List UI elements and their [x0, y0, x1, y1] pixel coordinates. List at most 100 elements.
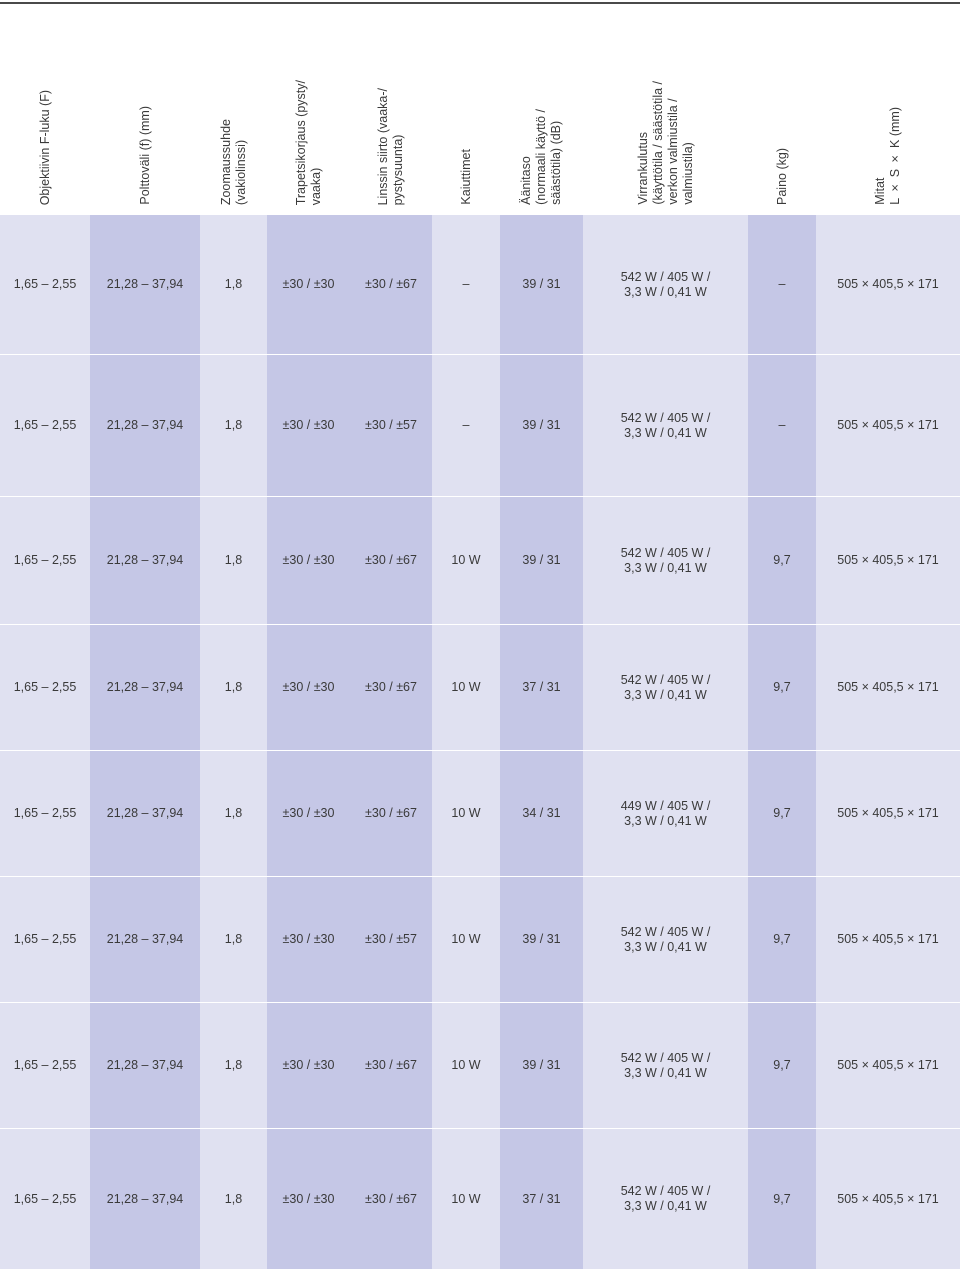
cell-power-consumption: 542 W / 405 W / 3,3 W / 0,41 W — [583, 354, 748, 497]
cell-weight: – — [748, 354, 816, 497]
cell-speakers: 10 W — [432, 1128, 500, 1269]
cell-speakers: – — [432, 214, 500, 355]
cell-keystone: ±30 / ±30 — [267, 496, 350, 625]
cell-dimensions: 505 × 405,5 × 171 — [816, 1002, 960, 1129]
cell-power-consumption: 542 W / 405 W / 3,3 W / 0,41 W — [583, 876, 748, 1003]
cell-speakers: 10 W — [432, 496, 500, 625]
cell-lens-shift: ±30 / ±67 — [350, 1002, 432, 1129]
cell-lens-shift: ±30 / ±67 — [350, 1128, 432, 1269]
col-header-zoom-ratio: Zoomaussuhde (vakiolinssi) — [218, 118, 248, 205]
cell-zoom-ratio: 1,8 — [200, 496, 267, 625]
table-row: 1,65 – 2,55 21,28 – 37,94 1,8 ±30 / ±30 ±30 … — [0, 1128, 960, 1269]
cell-dimensions: 505 × 405,5 × 171 — [816, 214, 960, 355]
cell-f-number: 1,65 – 2,55 — [0, 876, 90, 1003]
cell-focal-length: 21,28 – 37,94 — [90, 354, 200, 497]
spec-table: Objektiivin F-luku (F) Polttoväli (f) (m… — [0, 4, 960, 1269]
cell-noise-level: 39 / 31 — [500, 214, 583, 355]
cell-lens-shift: ±30 / ±57 — [350, 876, 432, 1003]
cell-f-number: 1,65 – 2,55 — [0, 354, 90, 497]
col-header-noise-level: Äänitaso (normaali käyttö / säästötila) … — [519, 109, 563, 205]
cell-dimensions: 505 × 405,5 × 171 — [816, 624, 960, 751]
cell-dimensions: 505 × 405,5 × 171 — [816, 750, 960, 877]
cell-focal-length: 21,28 – 37,94 — [90, 1002, 200, 1129]
cell-keystone: ±30 / ±30 — [267, 1128, 350, 1269]
cell-keystone: ±30 / ±30 — [267, 1002, 350, 1129]
cell-keystone: ±30 / ±30 — [267, 876, 350, 1003]
cell-weight: 9,7 — [748, 1002, 816, 1129]
cell-zoom-ratio: 1,8 — [200, 1128, 267, 1269]
cell-lens-shift: ±30 / ±67 — [350, 624, 432, 751]
cell-speakers: 10 W — [432, 876, 500, 1003]
cell-speakers: – — [432, 354, 500, 497]
cell-focal-length: 21,28 – 37,94 — [90, 750, 200, 877]
cell-power-consumption: 542 W / 405 W / 3,3 W / 0,41 W — [583, 214, 748, 355]
cell-zoom-ratio: 1,8 — [200, 750, 267, 877]
cell-power-consumption: 542 W / 405 W / 3,3 W / 0,41 W — [583, 624, 748, 751]
cell-noise-level: 34 / 31 — [500, 750, 583, 877]
cell-noise-level: 39 / 31 — [500, 1002, 583, 1129]
col-header-keystone: Trapetsikorjaus (pysty/ vaaka) — [293, 79, 323, 205]
cell-noise-level: 37 / 31 — [500, 624, 583, 751]
cell-keystone: ±30 / ±30 — [267, 214, 350, 355]
cell-zoom-ratio: 1,8 — [200, 214, 267, 355]
cell-zoom-ratio: 1,8 — [200, 624, 267, 751]
cell-weight: 9,7 — [748, 624, 816, 751]
cell-noise-level: 39 / 31 — [500, 876, 583, 1003]
table-row: 1,65 – 2,55 21,28 – 37,94 1,8 ±30 / ±30 ±30 … — [0, 1002, 960, 1129]
cell-keystone: ±30 / ±30 — [267, 624, 350, 751]
cell-weight: 9,7 — [748, 496, 816, 625]
cell-focal-length: 21,28 – 37,94 — [90, 876, 200, 1003]
cell-f-number: 1,65 – 2,55 — [0, 214, 90, 355]
cell-f-number: 1,65 – 2,55 — [0, 1002, 90, 1129]
cell-lens-shift: ±30 / ±67 — [350, 496, 432, 625]
cell-f-number: 1,65 – 2,55 — [0, 1128, 90, 1269]
cell-zoom-ratio: 1,8 — [200, 876, 267, 1003]
cell-keystone: ±30 / ±30 — [267, 354, 350, 497]
cell-dimensions: 505 × 405,5 × 171 — [816, 876, 960, 1003]
cell-focal-length: 21,28 – 37,94 — [90, 214, 200, 355]
cell-power-consumption: 542 W / 405 W / 3,3 W / 0,41 W — [583, 1128, 748, 1269]
cell-lens-shift: ±30 / ±67 — [350, 750, 432, 877]
col-header-weight: Paino (kg) — [774, 148, 789, 205]
cell-weight: – — [748, 214, 816, 355]
cell-power-consumption: 542 W / 405 W / 3,3 W / 0,41 W — [583, 496, 748, 625]
col-header-dimensions: Mitat L × S × K (mm) — [873, 107, 902, 205]
table-row: 1,65 – 2,55 21,28 – 37,94 1,8 ±30 / ±30 ±30 … — [0, 214, 960, 355]
col-header-power-consumption: Virrankulutus (käyttötila / säästötila /… — [635, 81, 695, 205]
table-row: 1,65 – 2,55 21,28 – 37,94 1,8 ±30 / ±30 ±30 … — [0, 876, 960, 1003]
cell-f-number: 1,65 – 2,55 — [0, 496, 90, 625]
cell-power-consumption: 542 W / 405 W / 3,3 W / 0,41 W — [583, 1002, 748, 1129]
header-row: Objektiivin F-luku (F) Polttoväli (f) (m… — [0, 4, 960, 215]
cell-dimensions: 505 × 405,5 × 171 — [816, 1128, 960, 1269]
cell-f-number: 1,65 – 2,55 — [0, 750, 90, 877]
cell-power-consumption: 449 W / 405 W / 3,3 W / 0,41 W — [583, 750, 748, 877]
cell-weight: 9,7 — [748, 750, 816, 877]
cell-focal-length: 21,28 – 37,94 — [90, 496, 200, 625]
cell-weight: 9,7 — [748, 876, 816, 1003]
col-header-lens-shift: Linssin siirto (vaaka-/ pystysuunta) — [376, 87, 405, 205]
table-row: 1,65 – 2,55 21,28 – 37,94 1,8 ±30 / ±30 ±30 … — [0, 354, 960, 497]
cell-keystone: ±30 / ±30 — [267, 750, 350, 877]
cell-speakers: 10 W — [432, 750, 500, 877]
table-row: 1,65 – 2,55 21,28 – 37,94 1,8 ±30 / ±30 ±30 … — [0, 624, 960, 751]
col-header-focal-length: Polttoväli (f) (mm) — [137, 106, 152, 205]
col-header-speakers: Kaiuttimet — [458, 149, 473, 205]
cell-zoom-ratio: 1,8 — [200, 1002, 267, 1129]
col-header-f-number: Objektiivin F-luku (F) — [37, 89, 52, 205]
cell-f-number: 1,65 – 2,55 — [0, 624, 90, 751]
cell-noise-level: 37 / 31 — [500, 1128, 583, 1269]
cell-dimensions: 505 × 405,5 × 171 — [816, 354, 960, 497]
cell-dimensions: 505 × 405,5 × 171 — [816, 496, 960, 625]
cell-noise-level: 39 / 31 — [500, 496, 583, 625]
cell-speakers: 10 W — [432, 624, 500, 751]
top-rule — [0, 2, 960, 4]
cell-weight: 9,7 — [748, 1128, 816, 1269]
cell-speakers: 10 W — [432, 1002, 500, 1129]
table-row: 1,65 – 2,55 21,28 – 37,94 1,8 ±30 / ±30 ±30 … — [0, 496, 960, 625]
cell-focal-length: 21,28 – 37,94 — [90, 624, 200, 751]
table-row: 1,65 – 2,55 21,28 – 37,94 1,8 ±30 / ±30 ±30 … — [0, 750, 960, 877]
cell-lens-shift: ±30 / ±57 — [350, 354, 432, 497]
cell-lens-shift: ±30 / ±67 — [350, 214, 432, 355]
cell-focal-length: 21,28 – 37,94 — [90, 1128, 200, 1269]
cell-noise-level: 39 / 31 — [500, 354, 583, 497]
